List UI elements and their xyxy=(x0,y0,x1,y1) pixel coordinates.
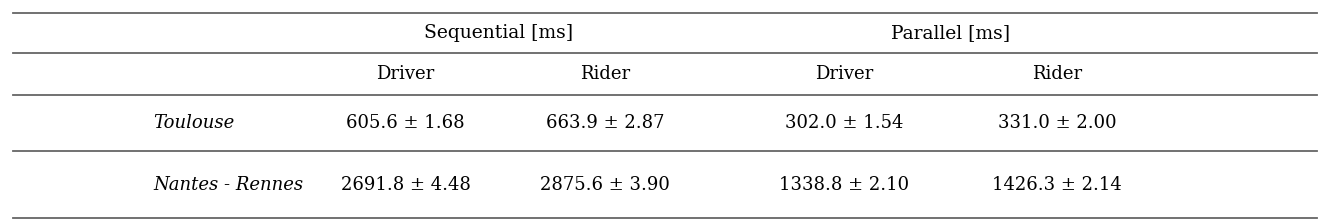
Text: Driver: Driver xyxy=(376,65,435,83)
Text: Driver: Driver xyxy=(815,65,874,83)
Text: 1426.3 ± 2.14: 1426.3 ± 2.14 xyxy=(992,176,1123,194)
Text: 663.9 ± 2.87: 663.9 ± 2.87 xyxy=(545,114,665,132)
Text: 2875.6 ± 3.90: 2875.6 ± 3.90 xyxy=(540,176,670,194)
Text: 302.0 ± 1.54: 302.0 ± 1.54 xyxy=(785,114,904,132)
Text: Rider: Rider xyxy=(580,65,630,83)
Text: 331.0 ± 2.00: 331.0 ± 2.00 xyxy=(998,114,1117,132)
Text: 1338.8 ± 2.10: 1338.8 ± 2.10 xyxy=(779,176,910,194)
Text: Parallel [ms]: Parallel [ms] xyxy=(891,24,1011,42)
Text: 2691.8 ± 4.48: 2691.8 ± 4.48 xyxy=(340,176,471,194)
Text: Toulouse: Toulouse xyxy=(153,114,234,132)
Text: Nantes - Rennes: Nantes - Rennes xyxy=(153,176,303,194)
Text: Sequential [ms]: Sequential [ms] xyxy=(424,24,573,42)
Text: Rider: Rider xyxy=(1032,65,1083,83)
Text: 605.6 ± 1.68: 605.6 ± 1.68 xyxy=(346,114,466,132)
